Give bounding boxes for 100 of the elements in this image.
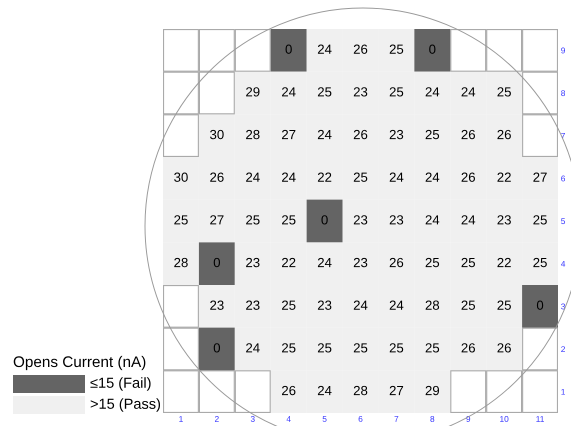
- data-label: 22: [282, 258, 296, 268]
- x-tick-label: 11: [536, 416, 544, 422]
- data-label: 25: [533, 258, 547, 268]
- data-label: 25: [533, 215, 547, 225]
- data-label: 25: [174, 215, 188, 225]
- x-tick-label: 10: [500, 416, 508, 422]
- data-label: 24: [426, 215, 440, 224]
- data-label: 30: [174, 172, 188, 182]
- y-tick-label: 6: [561, 176, 566, 182]
- data-label: 24: [246, 343, 260, 352]
- data-label: 22: [318, 172, 332, 182]
- data-label: 25: [318, 87, 332, 97]
- x-tick-label: 8: [430, 416, 434, 422]
- y-tick-label: 7: [561, 132, 565, 139]
- data-label: 0: [429, 44, 436, 54]
- data-label: 23: [390, 130, 404, 140]
- data-label: 23: [354, 258, 368, 268]
- data-label: 25: [426, 258, 440, 268]
- data-label: 26: [497, 130, 511, 140]
- data-label: 24: [318, 386, 332, 396]
- y-tick-label: 5: [561, 218, 566, 224]
- data-label: 24: [318, 258, 332, 268]
- text: >15 (Pass): [90, 398, 160, 412]
- data-label: 26: [354, 130, 368, 140]
- data-label: 26: [462, 172, 475, 182]
- data-label: 24: [390, 300, 404, 310]
- data-label: 27: [390, 386, 404, 396]
- y-tick-label: 8: [561, 90, 566, 96]
- data-label: 24: [462, 215, 476, 224]
- data-label: 28: [426, 300, 440, 310]
- x-tick-label: 1: [179, 416, 183, 422]
- data-label: 24: [390, 172, 404, 182]
- data-label: 26: [210, 172, 224, 182]
- data-label: 24: [246, 172, 260, 182]
- data-label: 0: [286, 44, 292, 54]
- data-label: 22: [497, 172, 511, 182]
- data-label: 23: [497, 215, 511, 225]
- data-label: 29: [246, 87, 260, 97]
- data-label: 25: [282, 215, 296, 225]
- data-label: 25: [390, 87, 404, 97]
- data-label: 24: [282, 172, 296, 182]
- data-label: 25: [462, 258, 476, 268]
- x-tick-label: 7: [394, 416, 398, 422]
- data-label: 25: [497, 300, 511, 310]
- data-label: 26: [462, 130, 475, 140]
- y-tick-label: 1: [561, 388, 566, 395]
- data-label: 0: [321, 215, 328, 225]
- data-label: 23: [354, 87, 368, 97]
- data-label: 24: [318, 44, 332, 54]
- data-label: 26: [390, 258, 404, 268]
- data-label: 23: [246, 300, 260, 310]
- x-tick-label: 9: [466, 416, 470, 422]
- y-tick-label: 2: [561, 346, 565, 352]
- data-label: 25: [354, 172, 368, 182]
- y-tick-label: 4: [560, 260, 566, 267]
- data-label: 24: [462, 87, 476, 96]
- y-tick-label: 3: [561, 304, 566, 310]
- data-label: 25: [462, 300, 476, 310]
- data-label: 27: [282, 130, 296, 140]
- data-label: 25: [426, 130, 440, 140]
- data-label: 23: [354, 215, 368, 225]
- text: ≤15 (Fail): [90, 377, 151, 391]
- data-label: 24: [426, 172, 440, 182]
- data-label: 28: [174, 258, 188, 268]
- x-tick-label: 2: [214, 416, 219, 422]
- x-tick-label: 3: [250, 416, 255, 422]
- data-label: 0: [214, 258, 220, 268]
- data-label: 24: [426, 87, 440, 96]
- data-label: 23: [246, 258, 260, 268]
- data-label: 0: [214, 343, 220, 353]
- data-label: 24: [354, 300, 368, 310]
- data-label: 26: [497, 343, 511, 353]
- data-label: 25: [282, 343, 296, 353]
- data-label: 25: [318, 343, 332, 353]
- data-label: 23: [318, 300, 332, 310]
- data-label: 24: [282, 87, 296, 96]
- data-label: 25: [497, 87, 511, 97]
- data-label: 27: [533, 172, 547, 182]
- data-label: 30: [210, 130, 224, 140]
- data-label: 29: [426, 386, 440, 396]
- data-label: 25: [390, 343, 404, 353]
- data-label: 23: [390, 215, 404, 225]
- x-tick-label: 6: [358, 416, 362, 422]
- data-label: 0: [536, 300, 544, 310]
- data-label: 28: [246, 130, 260, 140]
- data-label: 26: [282, 386, 296, 396]
- x-tick-label: 4: [286, 416, 291, 422]
- data-label: 24: [318, 130, 332, 140]
- data-label: 26: [462, 343, 475, 353]
- legend-title: Opens Current (nA): [14, 356, 146, 370]
- data-label: 25: [282, 300, 296, 310]
- data-label: 25: [390, 44, 404, 54]
- y-tick-label: 9: [561, 48, 566, 54]
- data-label: 25: [354, 343, 368, 353]
- data-label: 22: [497, 258, 511, 268]
- data-label: 25: [246, 215, 260, 225]
- x-tick-label: 5: [322, 416, 327, 422]
- data-label: 26: [354, 44, 368, 54]
- data-label: 23: [210, 300, 224, 310]
- data-label: 25: [426, 343, 440, 353]
